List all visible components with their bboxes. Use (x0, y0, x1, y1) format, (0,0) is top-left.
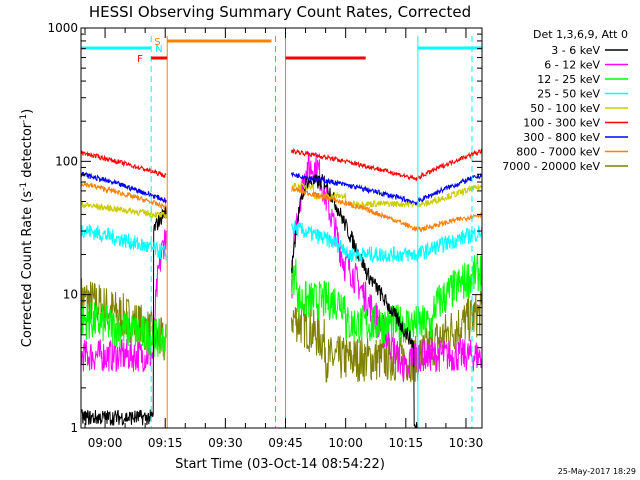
legend-entry-label: 25 - 50 keV (537, 88, 600, 101)
legend-title: Det 1,3,6,9, Att 0 (533, 28, 628, 41)
footer-date: 25-May-2017 18:29 (558, 467, 636, 476)
x-tick-label: 09:30 (208, 436, 243, 450)
x-tick-label: 09:00 (88, 436, 123, 450)
y-tick-label: 1 (70, 421, 78, 435)
x-tick-label: 09:45 (268, 436, 303, 450)
plot-area: SN F (80, 36, 483, 429)
y-tick-label: 1000 (47, 21, 78, 35)
x-tick-label: 10:00 (328, 436, 363, 450)
legend-entry-label: 300 - 800 keV (523, 131, 600, 144)
flag-label-f: F (137, 54, 143, 65)
flag-label-n: N (155, 44, 162, 55)
x-axis-label: Start Time (03-Oct-14 08:54:22) (175, 457, 385, 472)
legend-entry-label: 3 - 6 keV (551, 44, 600, 57)
series-trace-300-800-kev (80, 171, 167, 205)
y-axis-label: Corrected Count Rate (s-1 detector-1) (19, 109, 35, 347)
legend-entry-label: 800 - 7000 keV (516, 146, 600, 159)
series-trace-7000-20000-kev (80, 278, 167, 361)
series-trace-3-6-kev (80, 205, 167, 427)
legend-entry-label: 7000 - 20000 keV (502, 160, 600, 173)
series-trace-6-12-kev (80, 229, 167, 373)
series-trace-50-100-kev (80, 201, 167, 220)
legend-entry-label: 6 - 12 keV (544, 59, 600, 72)
flag-label-s: S (154, 37, 160, 48)
y-tick-label: 10 (63, 288, 78, 302)
series-trace-100-300-kev (80, 150, 167, 178)
x-tick-label: 09:15 (148, 436, 183, 450)
x-tick-label: 10:30 (449, 436, 484, 450)
plot-frame (80, 27, 483, 429)
series-trace-25-50-kev (80, 224, 167, 261)
chart-title: HESSI Observing Summary Count Rates, Cor… (89, 3, 471, 21)
series-trace-800-7000-kev (291, 186, 483, 233)
x-tick-label: 10:15 (389, 436, 424, 450)
y-tick-label: 100 (55, 154, 78, 168)
series-trace-800-7000-kev (80, 181, 167, 210)
legend-entry-label: 50 - 100 keV (530, 102, 600, 115)
series-trace-25-50-kev (291, 220, 483, 265)
legend-entry-label: 100 - 300 keV (523, 117, 600, 130)
series-trace-12-25-kev (291, 253, 483, 345)
axes: 1 10 100 1000 09:00 09:15 09:30 09:45 10:00 10:15… (47, 21, 483, 450)
series-trace-12-25-kev (80, 301, 167, 360)
series-trace-6-12-kev (291, 151, 483, 383)
series-trace-300-800-kev (291, 172, 482, 206)
series-trace-100-300-kev (291, 147, 483, 182)
legend-entry-label: 12 - 25 keV (537, 73, 600, 86)
